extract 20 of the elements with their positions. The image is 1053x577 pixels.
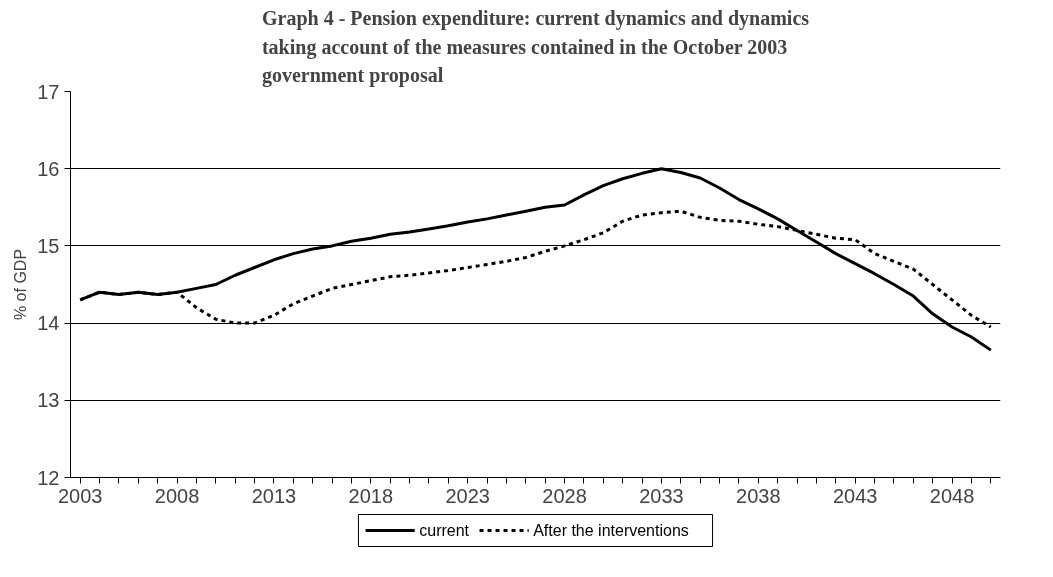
x-tick-label: 2048 (929, 484, 975, 507)
y-tick-label: 13 (37, 389, 60, 412)
x-tick-label: 2008 (154, 484, 200, 507)
x-tick-label: 2043 (832, 484, 878, 507)
x-tick-label: 2003 (57, 484, 103, 507)
x-tick-label: 2033 (639, 484, 684, 507)
x-tick-label: 2038 (736, 484, 781, 507)
x-tick-label: 2028 (542, 484, 587, 507)
y-tick-label: 15 (37, 234, 60, 257)
y-tick-label: 14 (37, 312, 60, 335)
x-tick-label: 2023 (445, 484, 490, 507)
legend-label: After the interventions (533, 522, 689, 539)
y-tick-label: 12 (37, 466, 60, 489)
legend-label: current (419, 522, 470, 539)
y-tick-label: 17 (37, 80, 60, 103)
y-tick-label: 16 (37, 157, 60, 180)
x-tick-label: 2018 (348, 484, 394, 507)
chart-title: Graph 4 - Pension expenditure: current dynamics and dynamics taking account of the measures contained in the October 2003 government proposal (261, 7, 810, 88)
x-tick-label: 2013 (251, 484, 297, 507)
y-axis-title: % of GDP (12, 248, 30, 321)
